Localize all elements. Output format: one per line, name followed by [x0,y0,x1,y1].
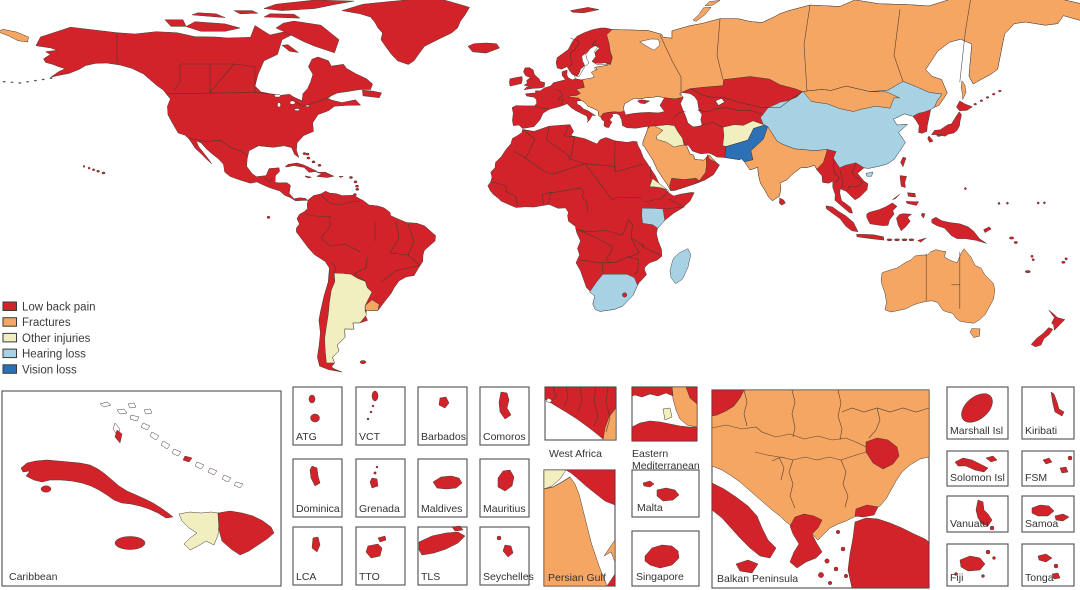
svg-text:Barbados: Barbados [421,431,466,443]
svg-text:ATG: ATG [296,431,317,443]
svg-text:LCA: LCA [296,571,316,583]
svg-text:VCT: VCT [359,431,381,443]
svg-text:Seychelles: Seychelles [483,571,534,583]
svg-text:Mediterranean: Mediterranean [632,460,700,472]
svg-text:Samoa: Samoa [1025,518,1058,530]
svg-text:Persian Gulf: Persian Gulf [548,572,606,584]
svg-text:Solomon Isl: Solomon Isl [950,472,1005,484]
svg-text:Fiji: Fiji [950,572,963,584]
svg-text:TTO: TTO [359,571,380,583]
svg-text:Tonga: Tonga [1025,572,1054,584]
svg-text:TLS: TLS [421,571,440,583]
svg-text:Mauritius: Mauritius [483,503,526,515]
svg-text:Singapore: Singapore [636,571,684,583]
svg-text:Grenada: Grenada [359,503,400,515]
svg-text:Eastern: Eastern [632,448,668,460]
svg-text:Low back pain: Low back pain [22,302,96,314]
svg-text:Fractures: Fractures [22,317,71,329]
svg-text:Vanuatu: Vanuatu [950,518,988,530]
svg-text:Caribbean: Caribbean [9,571,58,583]
svg-text:Malta: Malta [637,502,663,514]
svg-text:Other injuries: Other injuries [22,333,91,345]
svg-text:Dominica: Dominica [296,503,340,515]
svg-text:West Africa: West Africa [549,448,602,460]
svg-text:Kiribati: Kiribati [1025,425,1057,437]
svg-text:Hearing loss: Hearing loss [22,349,86,361]
svg-text:FSM: FSM [1025,472,1047,484]
svg-text:Balkan Peninsula: Balkan Peninsula [717,573,798,585]
svg-text:Marshall Isl: Marshall Isl [950,425,1003,437]
svg-text:Maldives: Maldives [421,503,462,515]
svg-text:Vision loss: Vision loss [22,364,77,376]
svg-text:Comoros: Comoros [483,431,526,443]
